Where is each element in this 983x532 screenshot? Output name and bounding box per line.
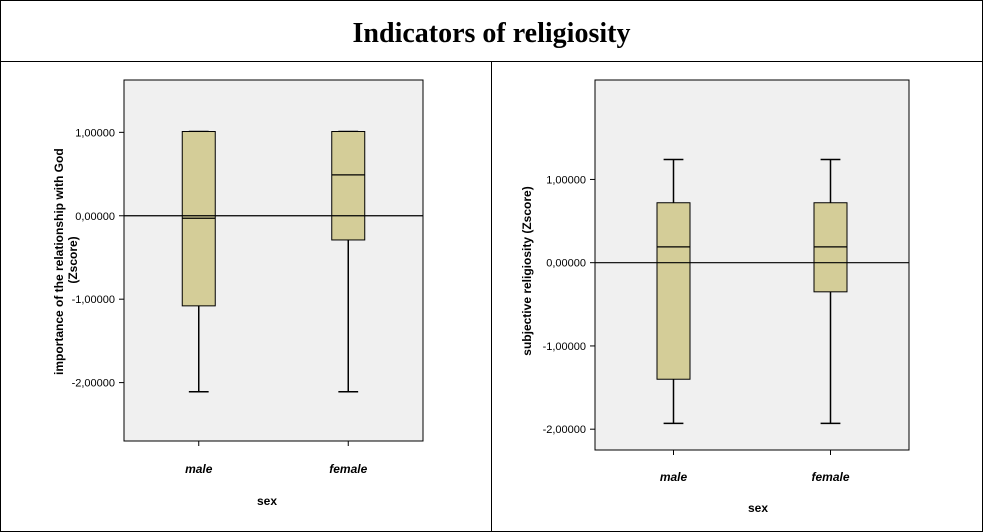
x-tick-label: female bbox=[329, 462, 367, 476]
y-axis-title-line-1: importance of the relationship with God bbox=[52, 148, 66, 375]
iqr-box bbox=[331, 131, 366, 241]
x-axis-title: sex bbox=[748, 501, 768, 515]
plot-area bbox=[594, 79, 910, 451]
chart-panel-right: 1,00000 0,00000 -1,00000 -2,00000 male female… bbox=[520, 79, 910, 515]
y-tick-label: -2,00000 bbox=[543, 424, 586, 436]
y-tick-label: 1,00000 bbox=[75, 127, 115, 139]
y-axis-title-line-2: (Zscore) bbox=[66, 236, 80, 283]
y-tick-label: -1,00000 bbox=[543, 341, 586, 353]
box-female bbox=[813, 158, 848, 425]
x-tick-label: male bbox=[660, 470, 688, 484]
y-tick-label: 1,00000 bbox=[546, 174, 586, 186]
x-tick-label: female bbox=[811, 470, 849, 484]
box-male bbox=[181, 130, 216, 393]
y-tick-label: 0,00000 bbox=[546, 258, 586, 270]
y-tick-label: -2,00000 bbox=[72, 378, 115, 390]
box-male bbox=[656, 158, 691, 425]
y-tick-label: -1,00000 bbox=[72, 294, 115, 306]
plot-area bbox=[123, 79, 424, 442]
y-axis-title: importance of the relationship with God … bbox=[52, 145, 80, 375]
x-tick-label: male bbox=[185, 462, 213, 476]
y-axis-title: subjective religiosity (Zscore) bbox=[520, 186, 534, 355]
chart-panel-left: 1,00000 0,00000 -1,00000 -2,00000 male female… bbox=[52, 79, 424, 508]
figure-title: Indicators of religiosity bbox=[353, 18, 631, 49]
iqr-box bbox=[656, 202, 691, 380]
x-axis-title: sex bbox=[257, 494, 277, 508]
box-female bbox=[331, 130, 366, 393]
y-tick-label: 0,00000 bbox=[75, 211, 115, 223]
